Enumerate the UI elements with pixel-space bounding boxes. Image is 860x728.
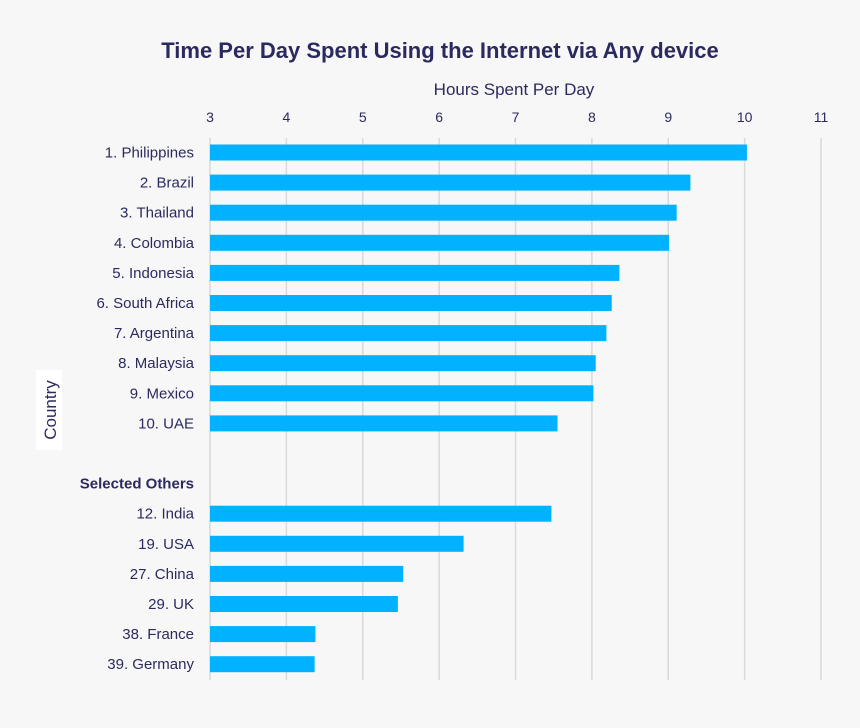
bar — [210, 264, 620, 281]
bar — [210, 596, 398, 612]
x-tick-label: 10 — [737, 109, 753, 125]
category-label: 27. China — [130, 566, 195, 583]
category-label: 1. Philippines — [105, 145, 194, 162]
section-label: Selected Others — [80, 476, 194, 493]
category-label: 7. Argentina — [114, 325, 195, 342]
x-tick-label: 4 — [282, 109, 290, 125]
y-axis-label-bg — [36, 370, 62, 450]
category-labels: 1. Philippines 2. Brazil 3. Thailand 4. Col… — [80, 145, 195, 674]
bars — [210, 144, 747, 673]
x-tick-label: 11 — [814, 109, 829, 125]
x-tick-labels: 3 4 5 6 7 8 9 10 11 — [206, 109, 828, 125]
y-axis-label: Country — [41, 380, 60, 440]
x-tick-label: 9 — [664, 109, 672, 125]
x-tick-label: 6 — [435, 109, 443, 125]
x-tick-label: 3 — [206, 109, 214, 125]
bar — [210, 385, 594, 402]
bar — [210, 656, 315, 673]
category-label: 9. Mexico — [130, 385, 194, 402]
category-label: 6. South Africa — [96, 295, 194, 312]
bar — [210, 174, 691, 191]
category-label: 2. Brazil — [140, 175, 194, 192]
bar — [210, 535, 464, 552]
category-label: 29. UK — [148, 596, 194, 613]
category-label: 4. Colombia — [114, 235, 195, 252]
category-label: 19. USA — [138, 536, 194, 553]
category-label: 39. Germany — [107, 656, 194, 673]
bar — [210, 505, 552, 522]
gridlines — [209, 138, 822, 680]
chart-title: Time Per Day Spent Using the Internet vi… — [161, 38, 719, 63]
bar — [210, 144, 747, 161]
x-tick-label: 5 — [359, 109, 367, 125]
category-label: 38. France — [122, 626, 194, 643]
y-axis-label-group: Country — [36, 370, 62, 450]
bar — [210, 415, 558, 432]
bar — [210, 565, 404, 582]
bar — [210, 234, 670, 251]
category-label: 12. India — [136, 506, 194, 523]
x-axis-label: Hours Spent Per Day — [434, 80, 595, 99]
x-tick-label: 8 — [588, 109, 596, 125]
category-label: 10. UAE — [138, 415, 194, 432]
bar — [210, 204, 677, 221]
x-tick-label: 7 — [512, 109, 520, 125]
bar — [210, 325, 607, 342]
category-label: 8. Malaysia — [118, 355, 195, 372]
category-label: 5. Indonesia — [112, 265, 194, 282]
category-label: 3. Thailand — [120, 205, 194, 222]
bar — [210, 295, 612, 311]
bar — [210, 355, 596, 372]
bar — [210, 626, 316, 643]
